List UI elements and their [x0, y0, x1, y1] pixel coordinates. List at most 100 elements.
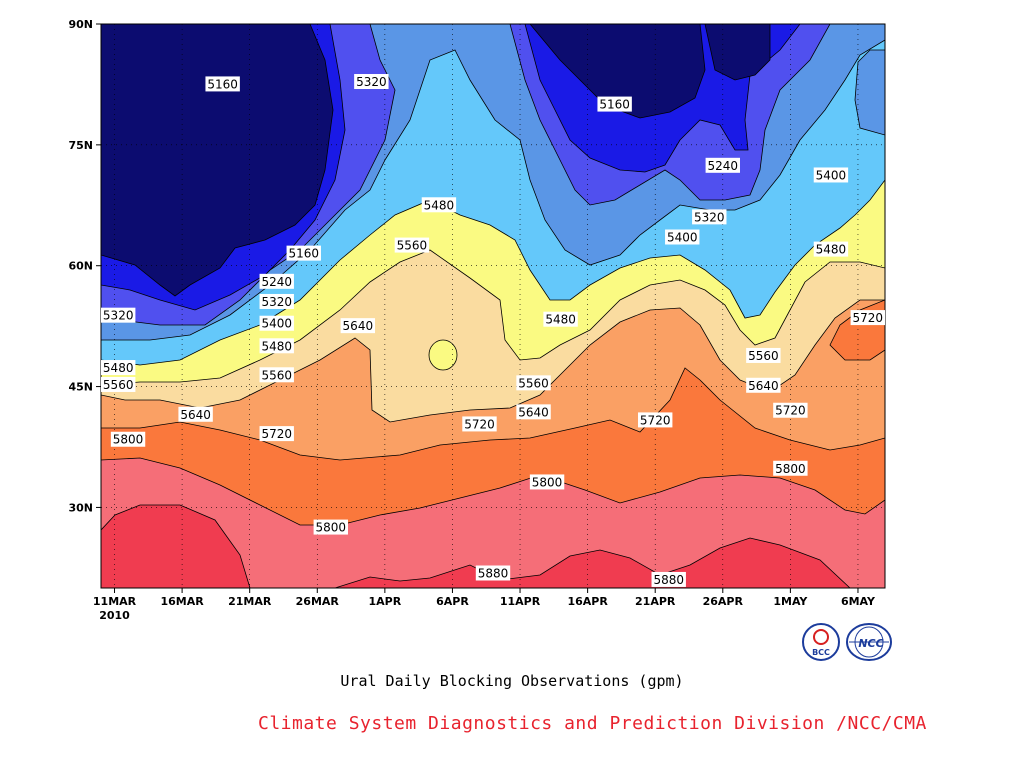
contour-label-bg: [101, 376, 136, 392]
contour-label: 5240: [259, 273, 294, 289]
contour-label-bg: [692, 209, 727, 225]
x-tick-label: 26MAR: [296, 595, 340, 608]
x-tick-label: 6MAY: [841, 595, 876, 608]
x-tick-label: 16MAR: [160, 595, 204, 608]
contour-label: 5480: [101, 360, 136, 376]
contour-label: 5560: [746, 347, 781, 363]
contour-label: 5800: [773, 460, 808, 476]
contour-label: 5640: [178, 406, 213, 422]
contour-labels: 5160 5320 5160 5240 5400 5320 5400 5480 5480 5560…: [101, 74, 885, 587]
ncc-logo: NCC: [846, 623, 892, 661]
contour-label-text: 5560: [748, 349, 779, 363]
contour-label-text: 5320: [103, 309, 134, 323]
contour-label: 5720: [850, 310, 885, 326]
contour-label: 5800: [529, 474, 565, 490]
band-5160-ne: [854, 49, 885, 136]
contour-label-bg: [638, 412, 673, 428]
x-tick-label: 21APR: [635, 595, 676, 608]
contour-label-bg: [101, 307, 136, 323]
contour-label: 5560: [101, 376, 136, 392]
band-below-5160-east: [529, 24, 706, 119]
x-tick-label: 6APR: [436, 595, 469, 608]
x-tick-label: 1APR: [369, 595, 402, 608]
contour-label-text: 5720: [640, 413, 671, 427]
contour-label-text: 5720: [775, 404, 806, 418]
contour-label: 5720: [462, 416, 497, 432]
contour-label: 5320: [101, 307, 136, 323]
contour-label-text: 5320: [694, 210, 725, 224]
contour-label-text: 5720: [464, 417, 495, 431]
contour-label: 5320: [692, 209, 727, 225]
contour-label-text: 5480: [261, 339, 292, 353]
contour-label: 5480: [543, 311, 578, 327]
contour-label-text: 5800: [316, 521, 347, 535]
contour-label-bg: [421, 197, 457, 213]
contour-label: 5560: [259, 367, 294, 383]
contour-label: 5720: [773, 402, 808, 418]
contour-label-bg: [475, 565, 511, 581]
contour-label: 5240: [705, 157, 740, 173]
contour-label-bg: [462, 416, 497, 432]
contour-label-text: 5880: [478, 566, 509, 580]
contour-label: 5400: [813, 167, 849, 183]
contour-label-bg: [597, 96, 632, 112]
x-tick-label: 2010: [99, 609, 130, 622]
y-tick-label: 60N: [68, 260, 93, 273]
contour-label: 5560: [516, 375, 551, 391]
contour-label: 5320: [259, 293, 294, 309]
contour-label-text: 5240: [261, 275, 292, 289]
contour-label: 5480: [421, 197, 457, 213]
contour-label-text: 5880: [653, 573, 684, 587]
band-below-5160-ne: [704, 24, 771, 81]
contour-label: 5720: [259, 426, 294, 442]
contour-label-bg: [313, 519, 348, 535]
contour-label-text: 5160: [599, 98, 630, 112]
contour-label-bg: [746, 347, 781, 363]
contour-label-text: 5720: [261, 427, 292, 441]
contour-label-text: 5480: [424, 198, 455, 212]
contour-label-bg: [259, 338, 294, 354]
x-tick-label: 1MAY: [773, 595, 808, 608]
contour-label: 5400: [259, 315, 294, 331]
x-tick-label: 21MAR: [228, 595, 272, 608]
contour-label-text: 5800: [532, 475, 563, 489]
contour-label-bg: [205, 76, 240, 92]
contour-label-text: 5800: [775, 462, 806, 476]
contour-label-text: 5640: [180, 408, 211, 422]
contour-label: 5640: [516, 404, 551, 420]
contour-label-text: 5560: [397, 239, 428, 253]
y-tick-label: 75N: [68, 139, 93, 152]
y-tick-label: 45N: [68, 381, 93, 394]
contour-label: 5480: [813, 241, 849, 257]
y-tick-label: 90N: [68, 18, 93, 31]
contour-label: 5160: [597, 96, 632, 112]
x-tick-label: 11APR: [500, 595, 541, 608]
closed-contour-6apr: [428, 339, 458, 371]
contour-label-text: 5640: [518, 405, 549, 419]
contour-label: 5320: [354, 74, 389, 90]
contour-label: 5800: [313, 519, 348, 535]
x-tick-label: 11MAR: [93, 595, 137, 608]
contour-label: 5800: [110, 431, 146, 447]
plot-frame: [100, 23, 886, 589]
contour-label-bg: [651, 571, 686, 587]
contour-label-text: 5560: [261, 368, 292, 382]
contour-label-bg: [543, 311, 578, 327]
x-tick-label: 16APR: [567, 595, 608, 608]
contour-label: 5720: [638, 412, 673, 428]
x-tick-label: 26APR: [703, 595, 744, 608]
ncc-logo-text: NCC: [858, 637, 883, 650]
contour-label-bg: [259, 315, 294, 331]
contour-label-text: 5400: [667, 231, 698, 245]
contour-label-text: 5720: [853, 311, 884, 325]
contour-fill-area: [101, 24, 885, 588]
contour-label-bg: [259, 293, 294, 309]
contour-label-text: 5640: [343, 319, 374, 333]
contour-label-bg: [665, 229, 700, 245]
contour-label-text: 5480: [816, 243, 847, 257]
contour-label-bg: [286, 245, 321, 261]
bcc-logo: BCC: [802, 623, 840, 661]
contour-label: 5640: [340, 318, 376, 334]
contour-label-bg: [259, 426, 294, 442]
